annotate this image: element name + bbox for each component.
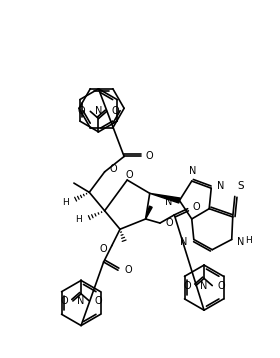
Text: O: O [94,296,102,306]
Text: O: O [183,281,191,291]
Text: N: N [77,296,85,306]
Text: O: O [110,164,117,174]
Text: O: O [125,170,133,180]
Text: O: O [146,151,153,161]
Text: N: N [180,237,188,247]
Text: O: O [99,244,107,254]
Text: N: N [189,166,197,176]
Text: H: H [245,236,252,245]
Polygon shape [150,193,180,203]
Text: H: H [62,198,69,207]
Text: O: O [112,106,120,116]
Text: H: H [75,216,82,224]
Text: O: O [124,265,132,275]
Text: O: O [78,106,85,116]
Text: S: S [238,181,244,191]
Polygon shape [146,206,152,219]
Text: N: N [237,237,244,247]
Text: O: O [60,296,68,306]
Text: O: O [193,202,200,212]
Text: O: O [217,281,225,291]
Text: N: N [165,197,172,207]
Text: N: N [217,181,225,191]
Text: O: O [165,218,173,228]
Text: N: N [200,281,208,291]
Text: N: N [95,106,102,116]
